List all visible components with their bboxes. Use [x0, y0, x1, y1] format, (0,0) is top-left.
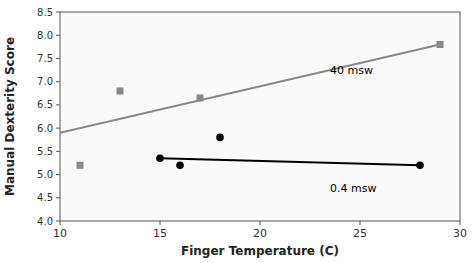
y-axis-label: Manual Dexterity Score	[3, 37, 17, 196]
y-tick-label: 5.0	[37, 169, 53, 180]
x-tick	[360, 221, 361, 225]
x-tick-label: 30	[453, 227, 467, 240]
y-tick-label: 7.5	[37, 53, 53, 64]
line	[60, 45, 440, 133]
y-tick	[56, 58, 60, 59]
x-tick	[160, 221, 161, 225]
annotation: 0.4 msw	[330, 182, 376, 195]
y-tick-label: 8.0	[37, 30, 53, 41]
y-tick	[56, 151, 60, 152]
y-tick	[56, 174, 60, 175]
x-tick-label: 10	[53, 227, 67, 240]
y-tick-label: 7.0	[37, 76, 53, 87]
y-tick-label: 6.0	[37, 123, 53, 134]
x-tick	[260, 221, 261, 225]
y-tick-label: 5.5	[37, 146, 53, 157]
y-tick-label: 6.5	[37, 99, 53, 110]
square-point	[117, 87, 124, 94]
y-tick	[56, 128, 60, 129]
y-tick	[56, 12, 60, 13]
y-tick	[56, 104, 60, 105]
square-point	[437, 41, 444, 48]
y-tick-label: 4.5	[37, 192, 53, 203]
square-point	[197, 94, 204, 101]
x-tick	[460, 221, 461, 225]
x-tick-label: 25	[353, 227, 367, 240]
x-tick-label: 20	[253, 227, 267, 240]
circle-point	[176, 161, 184, 169]
marks	[60, 41, 444, 169]
plot-frame	[60, 12, 460, 221]
y-tick	[56, 221, 60, 222]
y-tick	[56, 81, 60, 82]
circle-point	[216, 134, 224, 142]
circle-point	[416, 161, 424, 169]
chart: 10 15 20 25 30 4.0 4.5 5.0 5.5 6.0 6.5 7.0 7.5 8.0 8.5…	[0, 0, 474, 263]
square-point	[77, 162, 84, 169]
x-tick	[60, 221, 61, 225]
x-tick-label: 15	[153, 227, 167, 240]
y-tick-label: 4.0	[37, 216, 53, 227]
line	[160, 158, 420, 165]
y-tick-label: 8.5	[37, 7, 53, 18]
plot-area	[60, 12, 460, 221]
y-tick	[56, 35, 60, 36]
annotation: 40 msw	[330, 64, 373, 77]
y-tick	[56, 197, 60, 198]
x-axis-label: Finger Temperature (C)	[181, 244, 339, 258]
circle-point	[156, 155, 164, 163]
